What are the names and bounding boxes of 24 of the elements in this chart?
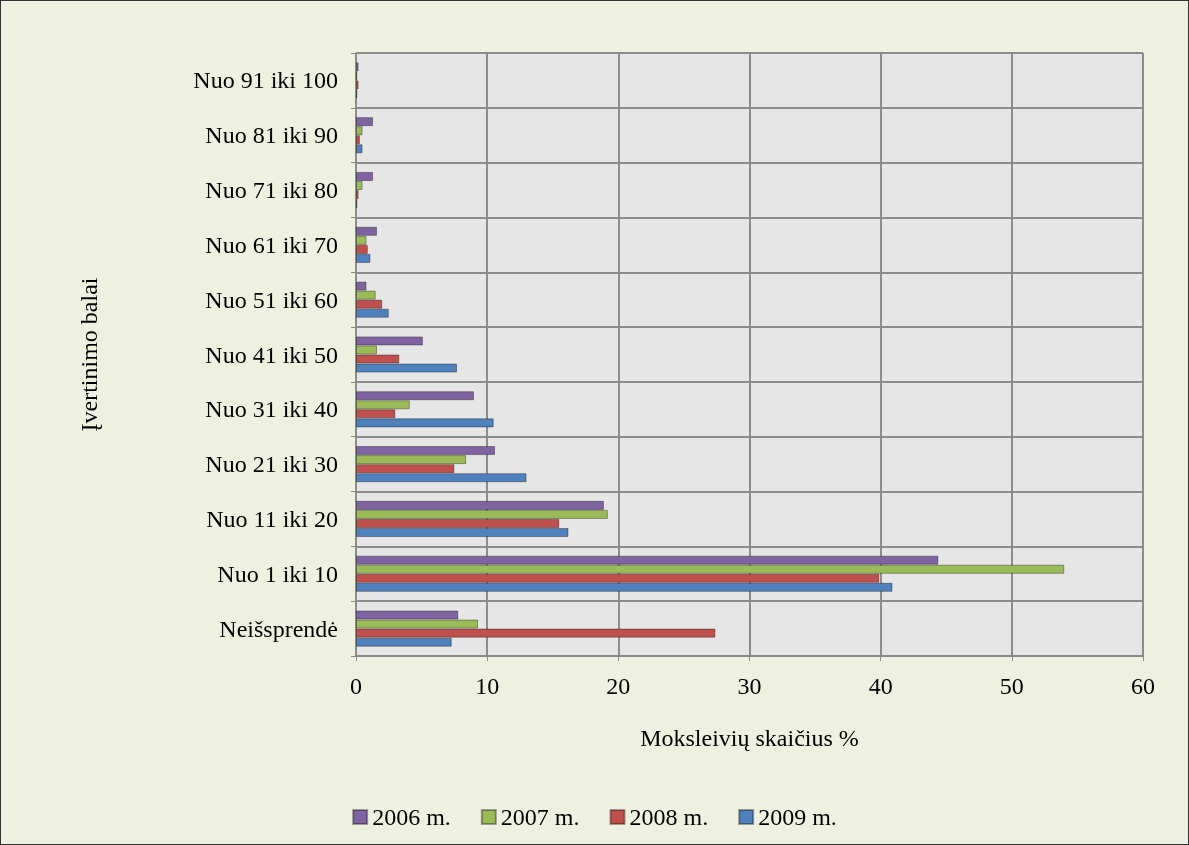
x-axis-title: Moksleivių skaičius %: [640, 725, 859, 751]
x-tick-label: 0: [350, 673, 362, 699]
legend-label: 2008 m.: [629, 804, 709, 830]
y-tick-label: Nuo 91 iki 100: [193, 67, 338, 94]
x-tick-label: 50: [999, 673, 1024, 699]
y-tick-label: Nuo 31 iki 40: [205, 396, 338, 423]
y-axis-title: Įvertinimo balai: [76, 277, 102, 432]
x-tick-label: 10: [475, 673, 500, 699]
x-tick-label: 20: [606, 673, 631, 699]
x-tick-label: 60: [1131, 673, 1155, 699]
legend-label: 2009 m.: [758, 804, 837, 830]
y-tick-label: Nuo 21 iki 30: [205, 451, 338, 478]
x-tick-label: 40: [868, 673, 893, 699]
y-tick-label: Nuo 71 iki 80: [205, 177, 338, 204]
y-tick-label: Nuo 61 iki 70: [205, 231, 338, 258]
y-tick-label: Neišsprendė: [219, 615, 338, 642]
x-tick-label: 30: [737, 673, 762, 699]
legend-label: 2006 m.: [372, 804, 451, 830]
legend-label: 2007 m.: [500, 804, 580, 830]
y-tick-label: Nuo 11 iki 20: [206, 505, 338, 532]
y-tick-label: Nuo 1 iki 10: [217, 560, 338, 587]
y-tick-label: Nuo 81 iki 90: [205, 122, 338, 149]
y-tick-label: Nuo 41 iki 50: [205, 341, 338, 368]
y-tick-label: Nuo 51 iki 60: [205, 286, 338, 313]
